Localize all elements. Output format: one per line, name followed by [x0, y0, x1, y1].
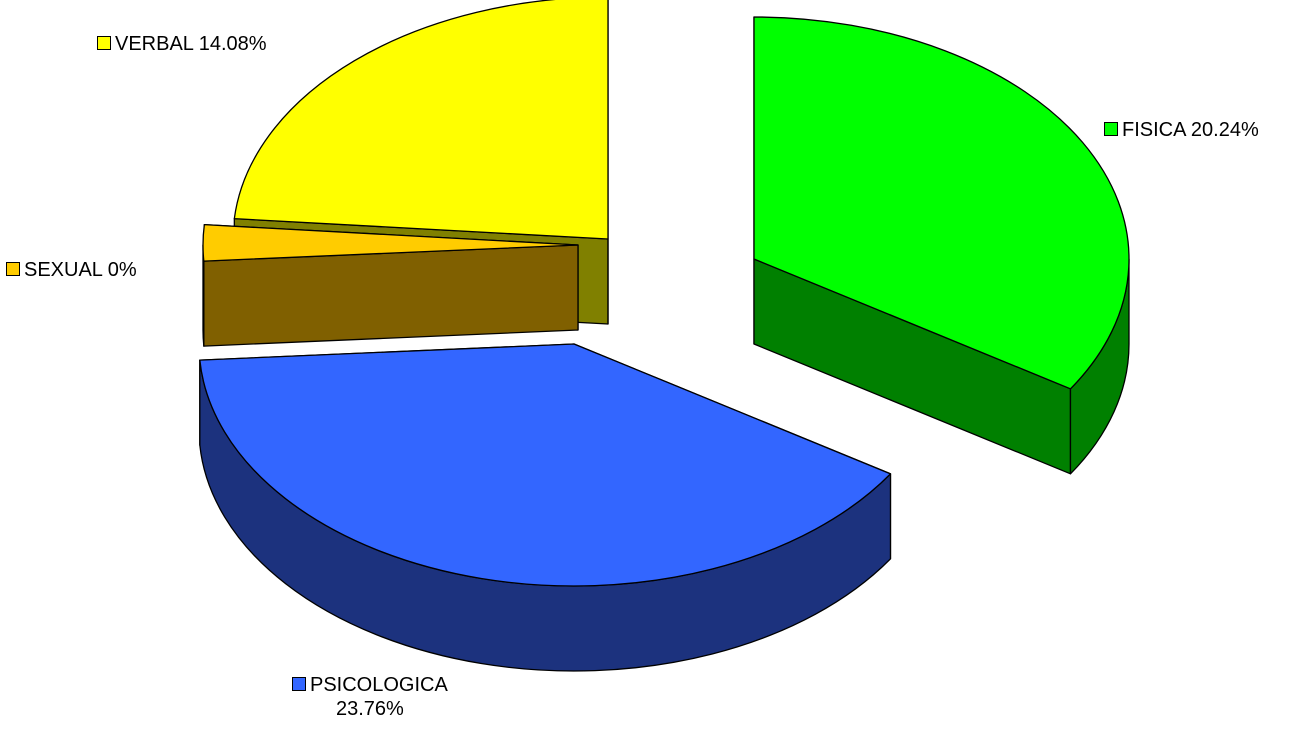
data-label-verbal: VERBAL 14.08%: [97, 32, 267, 56]
slice-top-sexual: [202, 224, 579, 262]
data-label-psicologica: PSICOLOGICA 23.76%: [292, 673, 448, 721]
legend-key-fisica: [1104, 121, 1118, 136]
legend-key-verbal: [97, 35, 111, 50]
data-label-sexual: SEXUAL 0%: [6, 258, 137, 282]
slice-top-fisica: [753, 16, 1130, 390]
slice-side-sexual: [203, 244, 579, 347]
data-label-fisica: FISICA 20.24%: [1104, 118, 1259, 142]
legend-key-sexual: [6, 261, 20, 276]
slice-fisica: [753, 16, 1130, 475]
slice-top-verbal: [233, 0, 609, 240]
slice-top-psicologica: [199, 343, 892, 587]
slice-psicologica: [199, 343, 892, 672]
slice-sexual: [202, 224, 579, 347]
legend-key-psicologica: [292, 676, 306, 691]
